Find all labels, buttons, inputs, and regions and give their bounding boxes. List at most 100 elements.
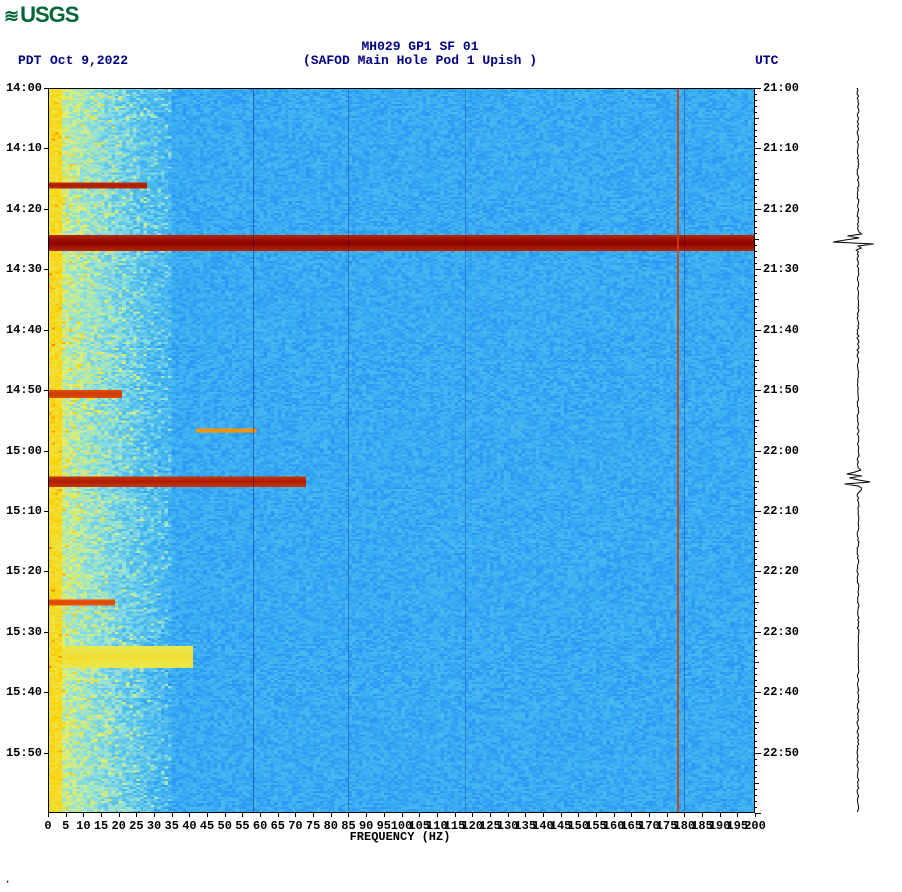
minor-tick (755, 747, 757, 748)
minor-tick (755, 330, 761, 331)
tick-mark (596, 813, 597, 817)
axis-tick: 95 (377, 819, 391, 833)
axis-tick: 50 (218, 819, 232, 833)
minor-tick (755, 602, 759, 603)
minor-tick (755, 251, 757, 252)
minor-tick (755, 547, 757, 548)
minor-tick (755, 233, 757, 234)
minor-tick (755, 426, 757, 427)
minor-tick (755, 203, 757, 204)
tick-mark (172, 813, 173, 817)
minor-tick (755, 493, 757, 494)
minor-tick (755, 275, 757, 276)
tick-mark (44, 632, 48, 633)
tick-mark (348, 813, 349, 817)
minor-tick (755, 771, 757, 772)
tick-mark (48, 813, 49, 817)
footer-mark: · (4, 875, 11, 889)
tick-mark (44, 390, 48, 391)
minor-tick (755, 372, 757, 373)
tick-mark (44, 571, 48, 572)
axis-tick: 25 (129, 819, 143, 833)
axis-tick: 14:20 (6, 202, 42, 216)
minor-tick (755, 722, 759, 723)
minor-tick (755, 384, 757, 385)
minor-tick (755, 674, 757, 675)
spectrogram-plot (48, 88, 755, 813)
minor-tick (755, 583, 757, 584)
minor-tick (755, 795, 757, 796)
minor-tick (755, 408, 757, 409)
minor-tick (755, 668, 757, 669)
axis-tick: 60 (253, 819, 267, 833)
tick-mark (419, 813, 420, 817)
plot-border (48, 88, 755, 813)
axis-tick: 15:40 (6, 685, 42, 699)
minor-tick (755, 638, 757, 639)
minor-tick (755, 789, 757, 790)
minor-tick (755, 100, 757, 101)
minor-tick (755, 753, 761, 754)
tick-mark (437, 813, 438, 817)
tick-mark (207, 813, 208, 817)
axis-tick: 21:50 (763, 383, 799, 397)
tick-mark (101, 813, 102, 817)
minor-tick (755, 142, 757, 143)
tick-mark (44, 148, 48, 149)
tick-mark (649, 813, 650, 817)
tick-mark (295, 813, 296, 817)
minor-tick (755, 154, 757, 155)
minor-tick (755, 656, 757, 657)
tick-mark (44, 753, 48, 754)
minor-tick (755, 698, 757, 699)
minor-tick (755, 553, 757, 554)
minor-tick (755, 759, 757, 760)
minor-tick (755, 444, 757, 445)
title-line-2: (SAFOD Main Hole Pod 1 Upish ) (303, 53, 537, 68)
minor-tick (755, 269, 761, 270)
axis-tick: 15 (94, 819, 108, 833)
minor-tick (755, 148, 761, 149)
tick-mark (455, 813, 456, 817)
axis-tick: 15:00 (6, 444, 42, 458)
minor-tick (755, 197, 757, 198)
axis-tick: 14:50 (6, 383, 42, 397)
minor-tick (755, 535, 757, 536)
tz-right-label: UTC (755, 53, 778, 68)
axis-tick: 21:00 (763, 81, 799, 95)
axis-tick: 21:10 (763, 141, 799, 155)
axis-tick: 15:20 (6, 564, 42, 578)
minor-tick (755, 161, 757, 162)
minor-tick (755, 499, 757, 500)
tick-mark (66, 813, 67, 817)
tick-mark (702, 813, 703, 817)
tick-mark (44, 330, 48, 331)
minor-tick (755, 741, 757, 742)
axis-tick: 5 (62, 819, 69, 833)
tick-mark (472, 813, 473, 817)
axis-tick: 70 (288, 819, 302, 833)
minor-tick (755, 420, 759, 421)
tick-mark (543, 813, 544, 817)
axis-tick: 65 (271, 819, 285, 833)
minor-tick (755, 354, 757, 355)
axis-tick: 55 (235, 819, 249, 833)
axis-tick: 20 (111, 819, 125, 833)
tick-mark (119, 813, 120, 817)
minor-tick (755, 680, 757, 681)
minor-tick (755, 306, 757, 307)
minor-tick (755, 523, 757, 524)
tick-mark (508, 813, 509, 817)
tick-mark (260, 813, 261, 817)
minor-tick (755, 529, 757, 530)
axis-tick: 22:50 (763, 746, 799, 760)
tick-mark (631, 813, 632, 817)
axis-tick: 14:40 (6, 323, 42, 337)
axis-tick: 0 (44, 819, 51, 833)
minor-tick (755, 342, 757, 343)
tick-mark (225, 813, 226, 817)
minor-tick (755, 577, 757, 578)
tick-mark (44, 209, 48, 210)
minor-tick (755, 88, 761, 89)
minor-tick (755, 299, 759, 300)
